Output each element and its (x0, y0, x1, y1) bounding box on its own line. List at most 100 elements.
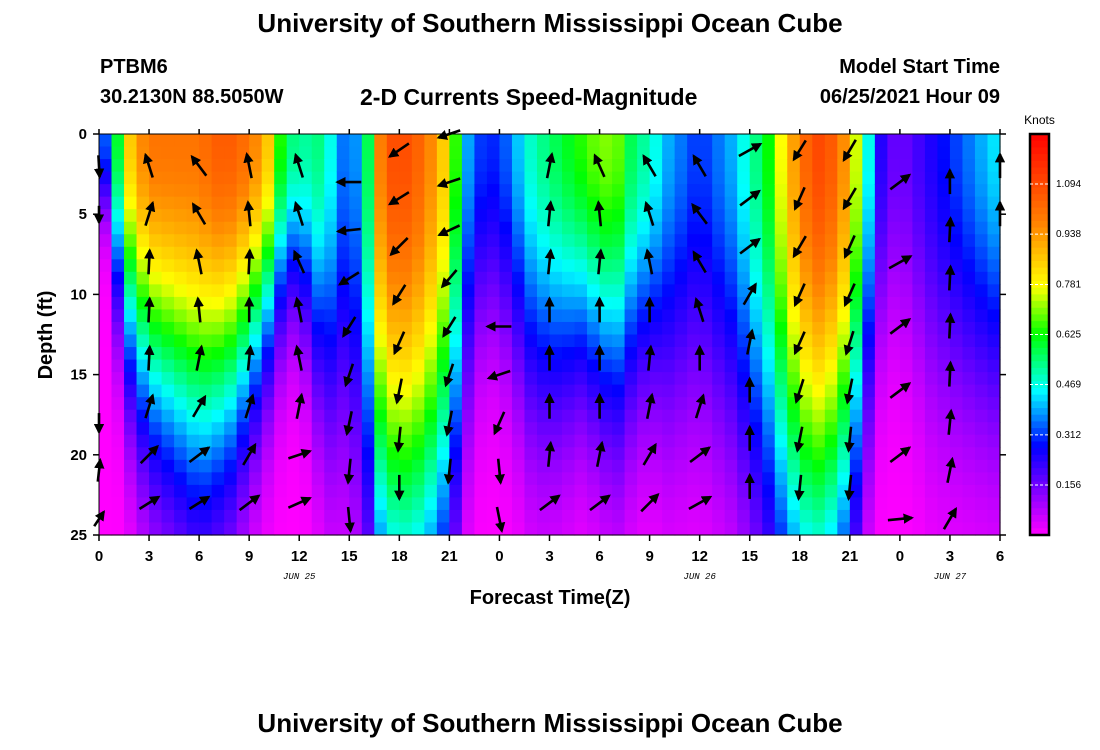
heat-cell (161, 409, 175, 423)
heat-cell (574, 159, 588, 173)
heat-cell (812, 384, 826, 398)
heat-cell (286, 234, 300, 248)
heat-cell (524, 146, 538, 160)
heat-cell (361, 472, 375, 486)
heat-cell (224, 434, 238, 448)
heat-cell (837, 472, 851, 486)
current-vector (944, 264, 956, 291)
heat-cell (599, 509, 613, 524)
heat-cell (712, 447, 726, 461)
heat-cell (136, 234, 150, 248)
heat-cell (912, 259, 926, 273)
heat-cell (724, 321, 738, 336)
heat-cell (749, 409, 763, 423)
heat-cell (574, 359, 588, 373)
heat-cell (211, 497, 225, 511)
heat-cell (249, 171, 263, 185)
heat-cell (724, 309, 738, 323)
heat-cell (161, 196, 175, 210)
heat-cell (962, 472, 976, 486)
heat-cell (662, 459, 676, 473)
heat-cell (299, 321, 313, 336)
heat-cell (374, 359, 388, 373)
heat-cell (474, 347, 488, 361)
heat-cell (787, 259, 801, 273)
heat-cell (124, 409, 138, 423)
heat-cell (136, 321, 150, 336)
heat-cell (674, 409, 688, 423)
heat-cell (461, 434, 476, 448)
heat-cell (199, 246, 213, 260)
heat-cell (311, 384, 325, 398)
heat-cell (199, 359, 213, 373)
heat-cell (149, 384, 163, 398)
heat-cell (949, 334, 964, 348)
current-vector (693, 297, 705, 323)
heat-cell (149, 321, 163, 336)
heat-cell (599, 221, 613, 235)
heat-cell (674, 397, 688, 411)
current-vector (593, 153, 606, 178)
heat-cell (749, 459, 763, 473)
heat-cell (624, 271, 638, 285)
heat-cell (674, 434, 688, 448)
heat-cell (612, 159, 626, 173)
heat-cell (424, 334, 438, 348)
heat-cell (299, 422, 313, 436)
heat-cell (862, 134, 876, 148)
colorbar-swatch (1030, 468, 1049, 476)
heat-cell (887, 246, 901, 260)
heat-cell (324, 159, 338, 173)
heat-cell (974, 246, 989, 260)
heat-cell (549, 347, 563, 361)
heat-cell (974, 209, 989, 223)
heat-cell (924, 484, 939, 499)
heat-cell (799, 246, 813, 260)
heat-cell (649, 334, 663, 348)
heat-cell (849, 334, 863, 348)
heat-cell (862, 171, 876, 185)
heat-cell (924, 196, 939, 210)
heat-cell (862, 459, 876, 473)
heat-cell (211, 422, 225, 436)
heat-cell (837, 259, 851, 273)
heat-cell (812, 146, 826, 160)
heat-cell (874, 347, 888, 361)
heat-cell (987, 472, 1001, 486)
heat-cell (974, 522, 989, 536)
heat-cell (436, 459, 450, 473)
heat-cell (174, 359, 188, 373)
heat-cell (887, 484, 901, 499)
heat-cell (374, 409, 388, 423)
heat-cell (474, 134, 488, 148)
heat-cell (987, 409, 1001, 423)
heat-cell (849, 522, 863, 536)
heat-cell (887, 347, 901, 361)
heat-cell (374, 397, 388, 411)
heat-cell (136, 284, 150, 298)
heat-cell (749, 497, 763, 511)
heat-cell (99, 221, 113, 235)
heat-cell (511, 221, 526, 235)
heat-cell (249, 409, 263, 423)
current-vector (293, 249, 306, 274)
heat-cell (499, 259, 513, 273)
heat-cell (311, 246, 325, 260)
heat-cell (862, 309, 876, 323)
heat-cell (249, 196, 263, 210)
heat-cell (449, 434, 463, 448)
heat-cell (124, 234, 138, 248)
heat-cell (574, 171, 588, 185)
heat-cell (762, 447, 776, 461)
heat-cell (99, 334, 113, 348)
heat-cell (311, 509, 325, 524)
heat-cell (862, 284, 876, 298)
heat-cell (174, 372, 188, 386)
heat-cell (962, 334, 976, 348)
heat-cell (536, 184, 551, 198)
heat-cell (737, 234, 751, 248)
heat-cell (899, 271, 913, 285)
heat-cell (674, 246, 688, 260)
heat-cell (199, 271, 213, 285)
